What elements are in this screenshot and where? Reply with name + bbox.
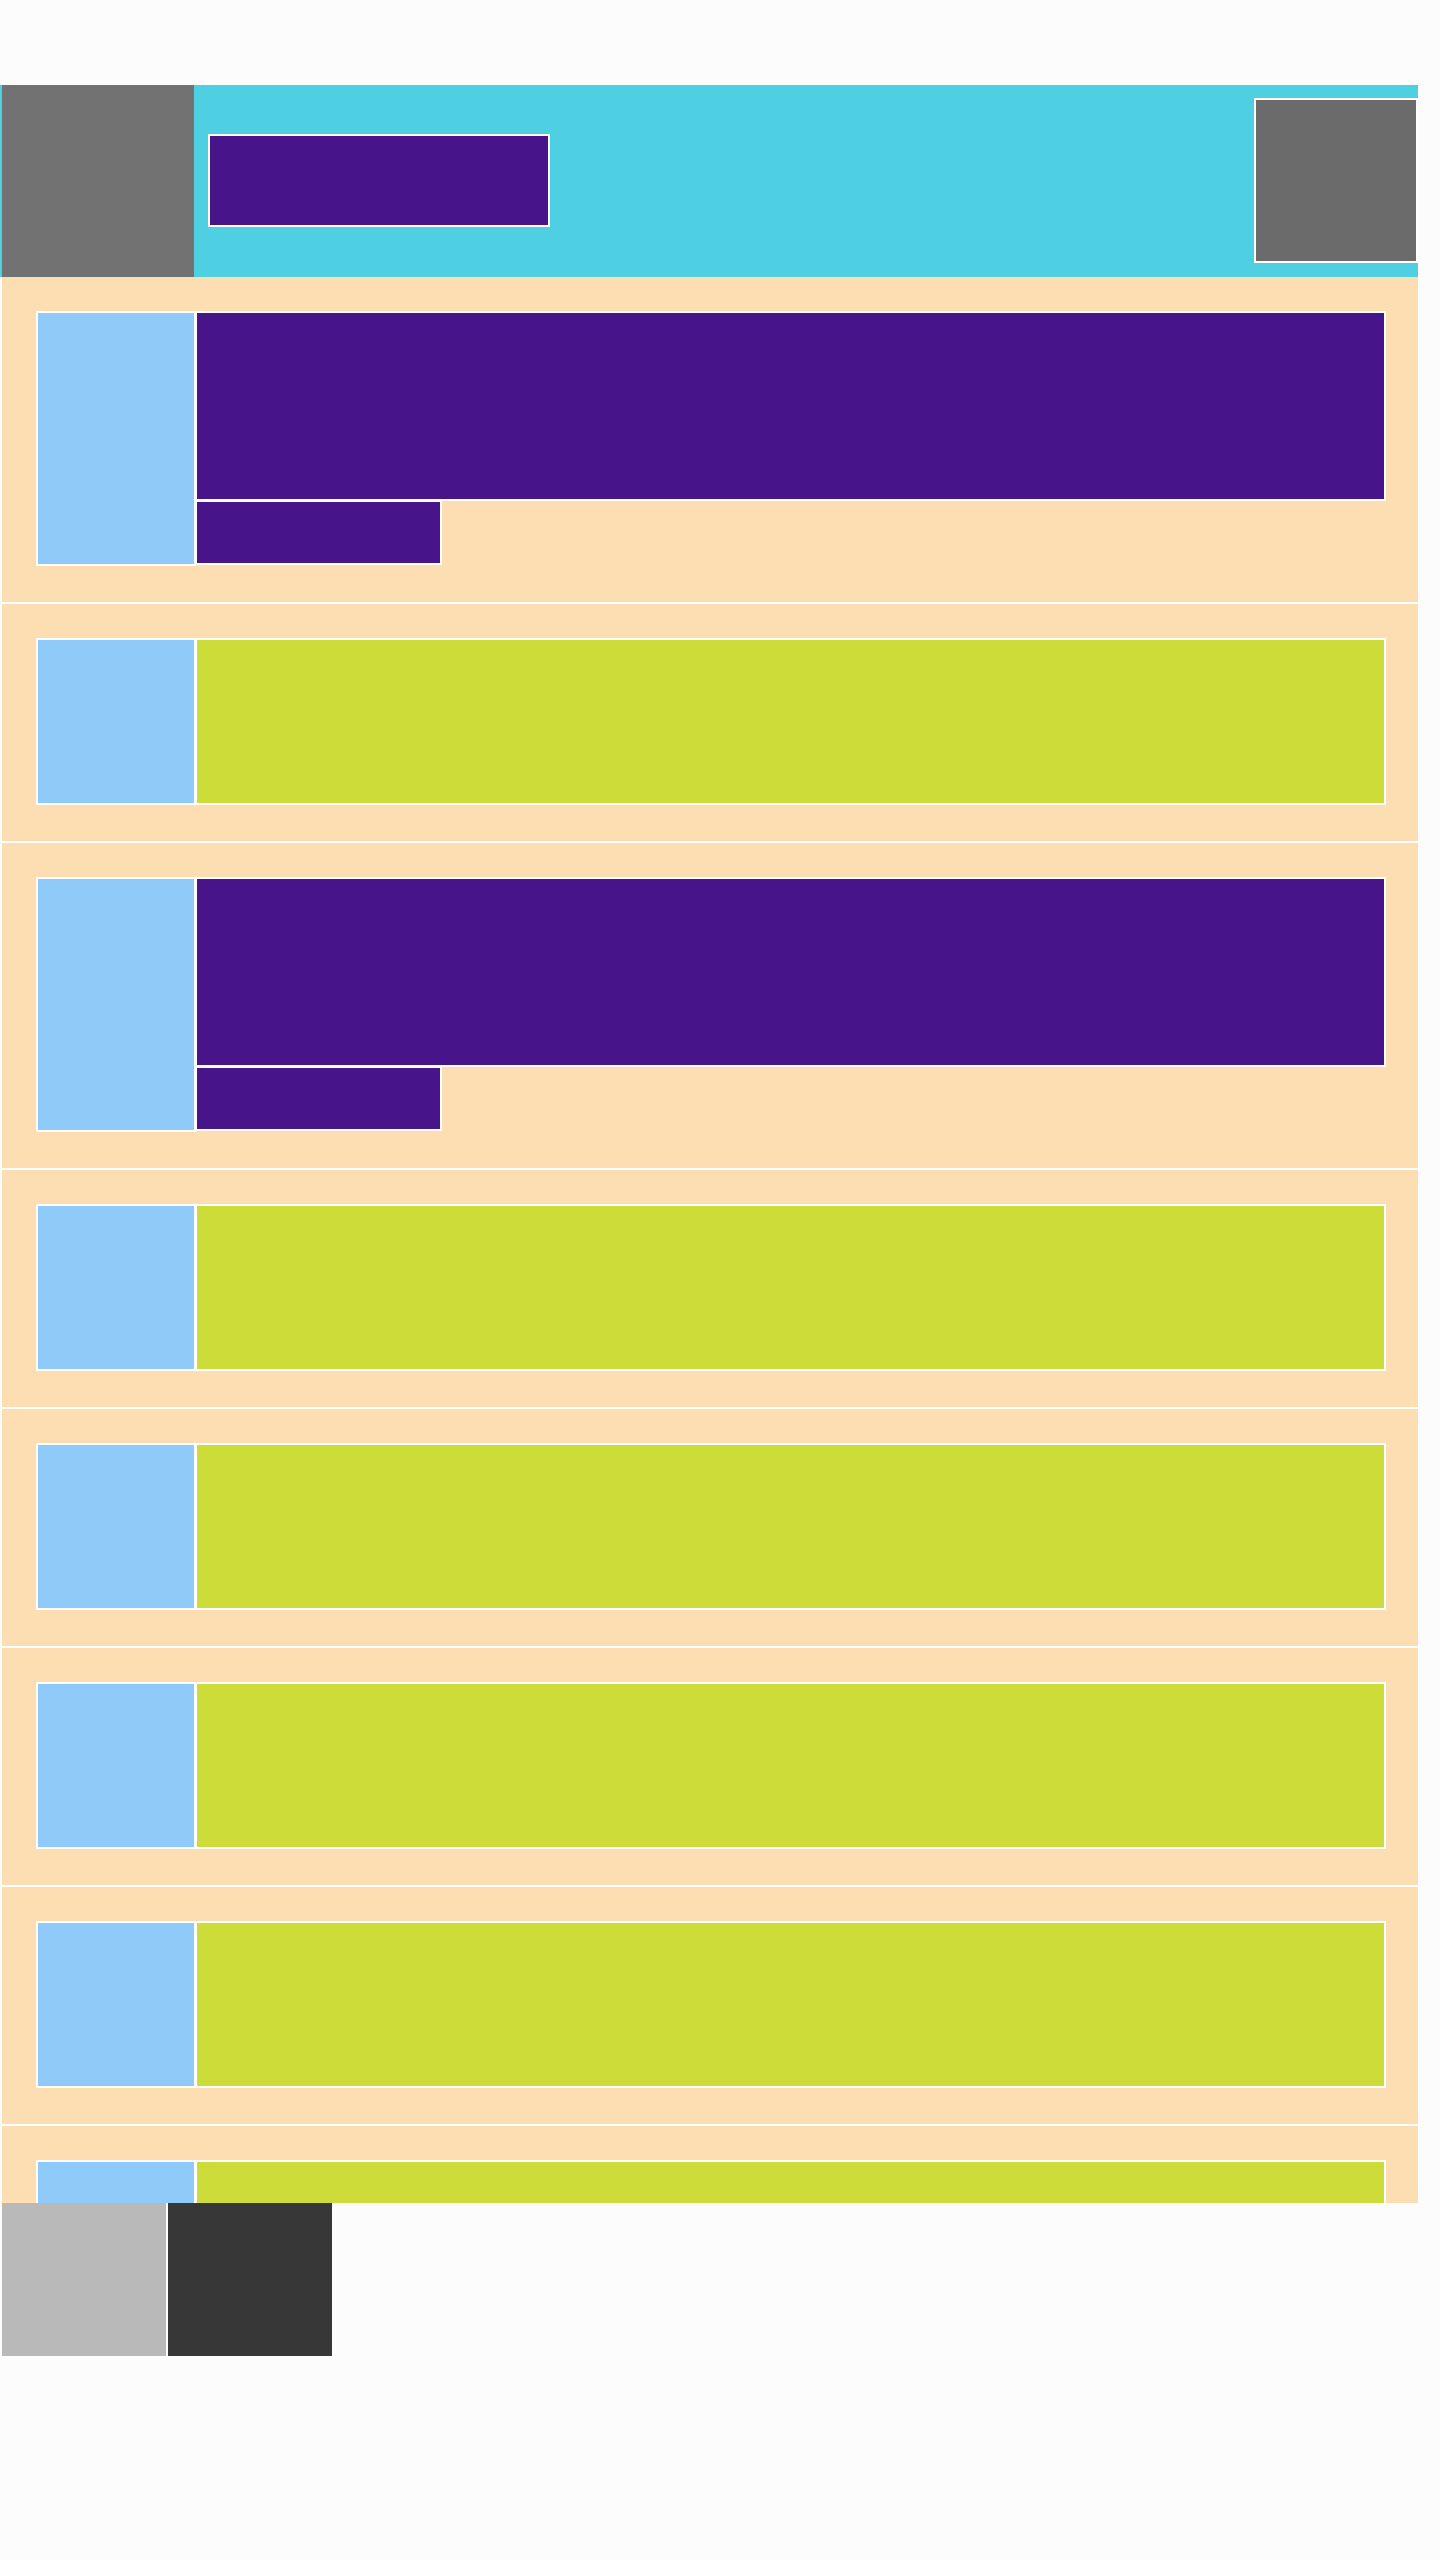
list-item[interactable] xyxy=(2,277,1418,604)
list-item[interactable] xyxy=(2,604,1418,843)
item-content-block xyxy=(195,1443,1386,1610)
list-item[interactable] xyxy=(2,1648,1418,1887)
thumbnail xyxy=(36,1443,196,1610)
thumbnail xyxy=(36,2160,196,2203)
thumbnail xyxy=(36,1682,196,1849)
bottom-left-button[interactable] xyxy=(2,2203,166,2356)
thumbnail xyxy=(36,311,196,566)
action-button[interactable] xyxy=(1254,98,1418,263)
list[interactable] xyxy=(2,277,1418,2203)
item-content-block xyxy=(195,1682,1386,1849)
item-title-block xyxy=(195,877,1386,1067)
nav-button[interactable] xyxy=(2,85,194,277)
title-block xyxy=(208,134,550,227)
bottom-right-button[interactable] xyxy=(168,2203,332,2356)
list-item[interactable] xyxy=(2,2126,1418,2203)
thumbnail xyxy=(36,877,196,1132)
list-item[interactable] xyxy=(2,843,1418,1170)
item-content-block xyxy=(195,2160,1386,2203)
item-title-block xyxy=(195,311,1386,501)
item-subtitle-block xyxy=(195,1066,442,1131)
thumbnail xyxy=(36,1921,196,2088)
item-subtitle-block xyxy=(195,500,442,565)
list-item[interactable] xyxy=(2,1170,1418,1409)
thumbnail xyxy=(36,1204,196,1371)
item-content-block xyxy=(195,1921,1386,2088)
list-item[interactable] xyxy=(2,1409,1418,1648)
thumbnail xyxy=(36,638,196,805)
list-item[interactable] xyxy=(2,1887,1418,2126)
item-content-block xyxy=(195,1204,1386,1371)
item-content-block xyxy=(195,638,1386,805)
